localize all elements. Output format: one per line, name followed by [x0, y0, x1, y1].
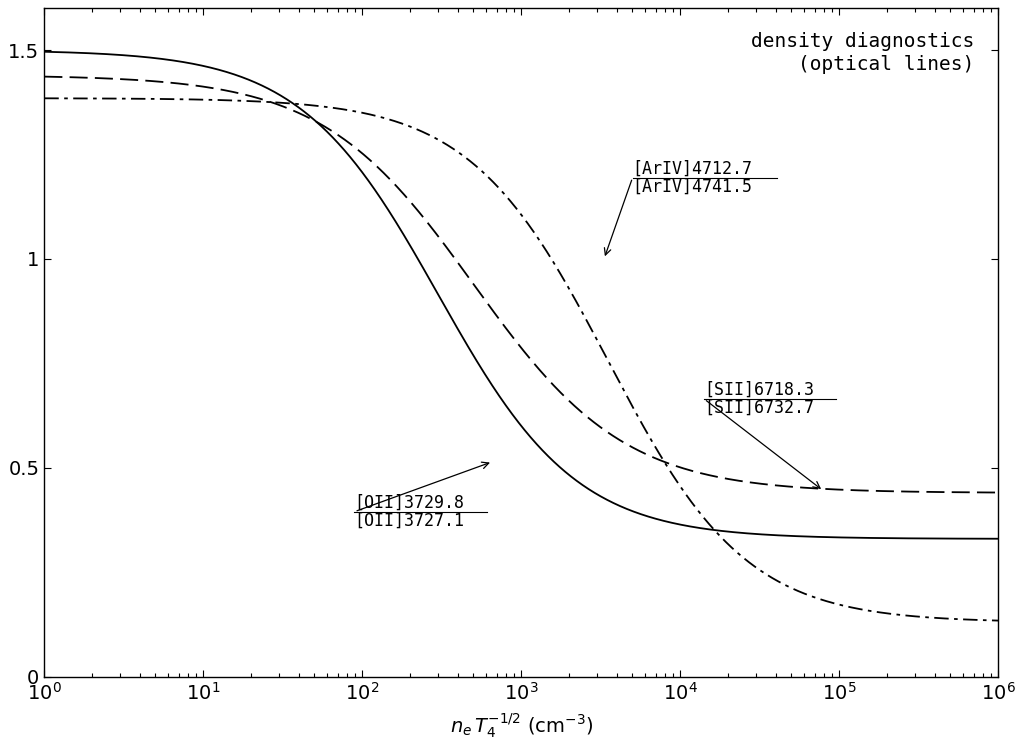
- Text: [SII]6718.3: [SII]6718.3: [705, 381, 814, 399]
- X-axis label: $n_e\, T_4^{-1/2}$ (cm$^{-3}$): $n_e\, T_4^{-1/2}$ (cm$^{-3}$): [450, 712, 593, 740]
- Text: [OII]3727.1: [OII]3727.1: [354, 512, 464, 530]
- Text: [SII]6732.7: [SII]6732.7: [705, 399, 814, 417]
- Text: density diagnostics
(optical lines): density diagnostics (optical lines): [752, 31, 975, 74]
- Text: [OII]3729.8: [OII]3729.8: [354, 494, 464, 512]
- Text: [ArIV]4741.5: [ArIV]4741.5: [633, 177, 753, 195]
- Text: [ArIV]4712.7: [ArIV]4712.7: [633, 159, 753, 177]
